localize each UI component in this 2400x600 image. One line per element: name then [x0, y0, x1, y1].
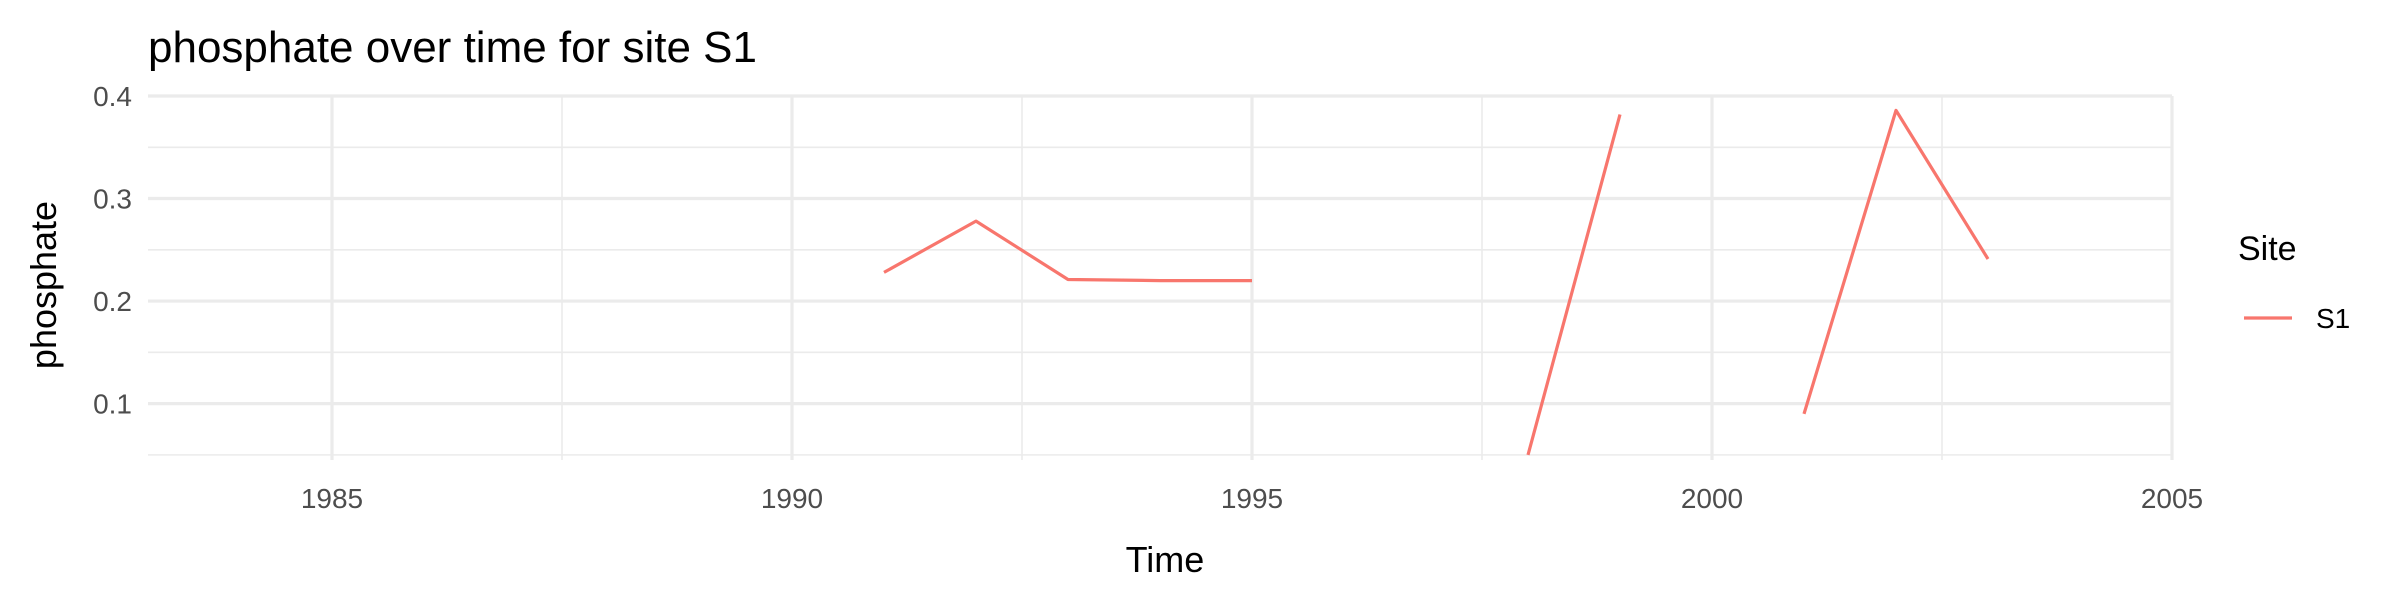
x-tick-label: 1990 — [761, 483, 823, 514]
series-line-S1 — [1526, 114, 1622, 456]
chart-title: phosphate over time for site S1 — [148, 23, 757, 72]
plot-grid — [148, 94, 2174, 460]
y-axis-title: phosphate — [23, 201, 64, 369]
legend-label: S1 — [2316, 303, 2350, 334]
y-tick-label: 0.2 — [93, 286, 132, 317]
legend: Site S1 — [2238, 230, 2350, 334]
x-tick-label: 2000 — [1681, 483, 1743, 514]
x-tick-label: 2005 — [2141, 483, 2203, 514]
y-tick-label: 0.4 — [93, 81, 132, 112]
y-axis-ticks: 0.1 0.2 0.3 0.4 — [93, 81, 132, 420]
y-tick-label: 0.3 — [93, 184, 132, 215]
series-line-S1 — [1802, 108, 1990, 415]
series-line-S1 — [883, 219, 1252, 283]
x-axis-title: Time — [1126, 539, 1205, 580]
x-axis-ticks: 1985 1990 1995 2000 2005 — [301, 483, 2203, 514]
legend-title: Site — [2238, 230, 2297, 268]
series-lines — [883, 108, 1990, 456]
y-tick-label: 0.1 — [93, 389, 132, 420]
x-tick-label: 1985 — [301, 483, 363, 514]
legend-items: S1 — [2244, 303, 2350, 334]
x-tick-label: 1995 — [1221, 483, 1283, 514]
